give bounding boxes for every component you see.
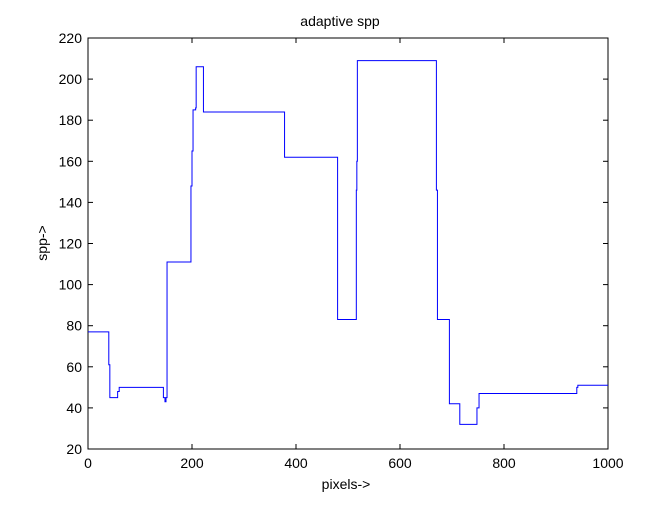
y-axis-label: spp-> bbox=[34, 225, 50, 260]
plot-area bbox=[87, 37, 609, 450]
x-axis: 0 200 400 600 800 1000 bbox=[84, 38, 624, 471]
y-tick-label: 100 bbox=[59, 277, 83, 293]
series-line bbox=[88, 60, 608, 425]
y-tick-label: 160 bbox=[59, 153, 83, 169]
x-tick-label: 400 bbox=[284, 455, 308, 471]
y-tick-label: 120 bbox=[59, 236, 83, 252]
y-tick-label: 60 bbox=[66, 359, 82, 375]
y-tick-label: 200 bbox=[59, 71, 83, 87]
chart-title: adaptive spp bbox=[300, 13, 380, 29]
x-axis-label: pixels-> bbox=[322, 476, 371, 492]
y-tick-label: 140 bbox=[59, 194, 83, 210]
y-tick-label: 20 bbox=[66, 441, 82, 457]
x-tick-label: 800 bbox=[492, 455, 516, 471]
y-tick-label: 220 bbox=[59, 30, 83, 46]
x-tick-label: 1000 bbox=[592, 455, 623, 471]
x-tick-label: 600 bbox=[388, 455, 412, 471]
y-tick-label: 40 bbox=[66, 400, 82, 416]
y-axis: 20 40 60 80 100 120 140 160 180 200 220 bbox=[59, 30, 608, 457]
x-tick-label: 0 bbox=[84, 455, 92, 471]
y-tick-label: 180 bbox=[59, 112, 83, 128]
y-tick-label: 80 bbox=[66, 318, 82, 334]
series-layer bbox=[88, 60, 608, 425]
x-tick-label: 200 bbox=[180, 455, 204, 471]
